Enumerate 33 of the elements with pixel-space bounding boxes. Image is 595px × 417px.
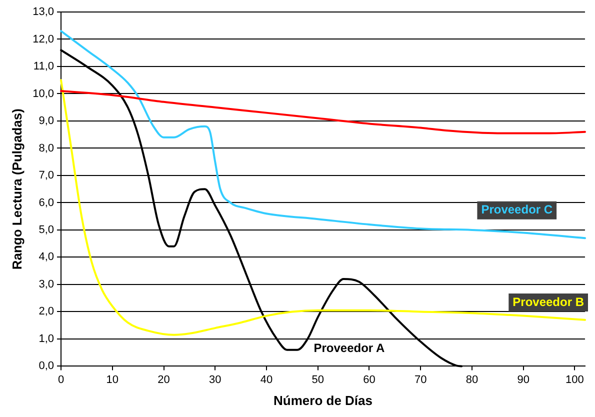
x-axis-title: Número de Días: [274, 392, 372, 408]
y-tick-label: 0,0: [38, 360, 54, 372]
y-tick-label: 8,0: [38, 142, 54, 154]
x-tick-label: 90: [517, 374, 530, 386]
y-tick-label: 1,0: [38, 332, 54, 345]
y-tick-label: 4,0: [38, 251, 54, 264]
line-series: [60, 79, 586, 336]
y-tick-label: 5,0: [38, 224, 54, 236]
y-axis-title: Rango Lectura (Pulgadas): [9, 108, 24, 270]
y-tick-label: 10,0: [32, 88, 54, 100]
x-tick-label: 50: [312, 374, 324, 386]
series-label: Proveedor C: [481, 202, 553, 217]
x-tick-label: 0: [58, 374, 64, 386]
line-series: [60, 30, 586, 240]
series-label: Proveedor A: [314, 340, 385, 355]
series-label: Proveedor B: [512, 294, 584, 309]
y-tick-label: 13,0: [32, 6, 54, 18]
y-tick-label: 11,0: [33, 60, 54, 73]
x-tick-label: 80: [466, 374, 478, 386]
x-tick-label: 20: [158, 374, 170, 386]
y-tick-label: 3,0: [38, 278, 54, 290]
y-tick-label: 9,0: [38, 115, 54, 128]
y-tick-label: 12,0: [32, 33, 54, 46]
x-tick-label: 30: [209, 374, 222, 386]
line-series: [60, 90, 586, 134]
x-tick-label: 70: [414, 374, 427, 386]
x-tick-label: 10: [106, 374, 119, 386]
x-tick-label: 60: [363, 374, 376, 386]
y-tick-label: 6,0: [38, 196, 54, 209]
x-tick-label: 40: [260, 374, 273, 386]
y-tick-label: 2,0: [38, 306, 54, 318]
y-tick-label: 7,0: [38, 170, 54, 182]
x-tick-label: 100: [566, 374, 584, 386]
